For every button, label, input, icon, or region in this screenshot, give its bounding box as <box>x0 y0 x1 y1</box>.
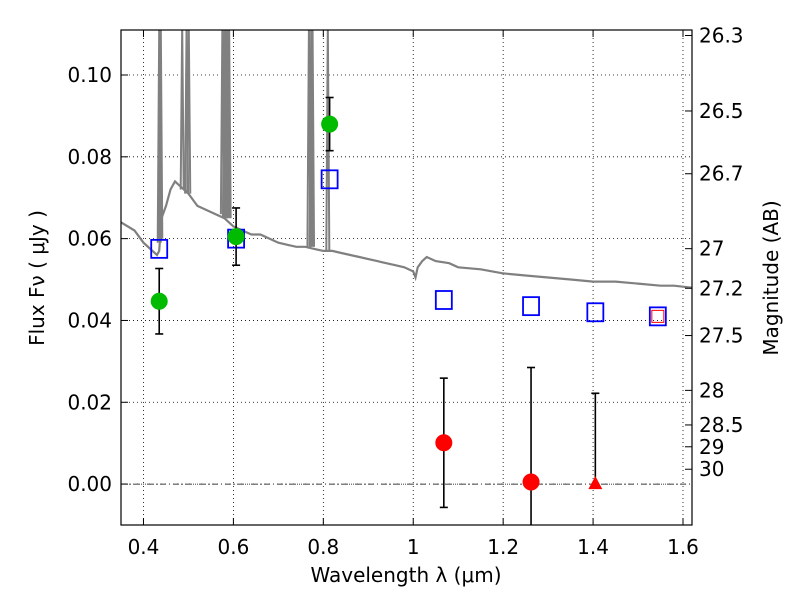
model-photometry-square <box>522 296 540 317</box>
right-tick-label: 27.2 <box>699 276 744 300</box>
model-photometry-square <box>320 169 339 190</box>
plot-area <box>121 30 692 525</box>
model-spectrum-line <box>121 179 692 289</box>
right-tick-label: 26.3 <box>699 24 744 48</box>
detection-point <box>150 292 168 310</box>
y-tick-label: 0.06 <box>67 227 112 251</box>
model-photometry-square <box>586 302 605 323</box>
plot-frame <box>120 29 693 526</box>
x-tick-labels: 0.4 0.6 0.8 1 1.2 1.4 1.6 <box>128 535 699 559</box>
right-tick-label: 27.5 <box>699 324 744 348</box>
x-tick-label: 1.2 <box>487 535 519 559</box>
y-axis-title: Flux Fν ( μJy ) <box>25 210 49 346</box>
emission-line-spike <box>186 30 192 194</box>
y-tick-label: 0.08 <box>67 145 112 169</box>
x-tick-label: 1.6 <box>667 535 699 559</box>
grid-lines <box>121 30 692 525</box>
emission-line-spike <box>310 30 316 247</box>
right-tick-label: 30 <box>699 457 724 481</box>
axis-ticks <box>121 30 692 525</box>
x-tick-label: 0.6 <box>217 535 249 559</box>
small-red-square <box>651 309 665 323</box>
x-tick-label: 0.8 <box>307 535 339 559</box>
model-photometry-square <box>434 290 453 310</box>
emission-line-spike <box>325 30 331 251</box>
right-tick-label: 26.7 <box>699 162 744 186</box>
detection-point <box>227 228 245 246</box>
y-tick-label: 0.00 <box>67 472 112 496</box>
model-photometry-square <box>648 306 667 327</box>
emission-line-spike <box>158 30 164 239</box>
y-tick-labels: 0.00 0.02 0.04 0.06 0.08 0.10 <box>67 63 112 496</box>
right-tick-label: 28 <box>699 378 724 402</box>
emission-line-spike <box>179 30 185 190</box>
x-tick-label: 1 <box>407 535 420 559</box>
x-tick-label: 1.4 <box>577 535 609 559</box>
non-detection-point <box>435 434 453 452</box>
right-tick-label: 28.5 <box>699 413 744 437</box>
right-tick-label: 27 <box>699 237 724 261</box>
x-tick-label: 0.4 <box>128 535 160 559</box>
right-axis-title: Magnitude (AB) <box>759 200 783 355</box>
non-detection-point <box>522 473 540 491</box>
right-tick-label: 29 <box>699 435 724 459</box>
y-tick-label: 0.02 <box>67 390 112 414</box>
emission-line-spike <box>226 30 232 219</box>
model-photometry-square <box>150 238 169 259</box>
y-tick-label: 0.04 <box>67 308 112 332</box>
detection-point <box>321 115 339 133</box>
upper-limit-triangle <box>588 476 603 490</box>
x-axis-title: Wavelength λ (μm) <box>310 563 501 587</box>
y-tick-label: 0.10 <box>67 63 112 87</box>
right-tick-label: 26.5 <box>699 99 744 123</box>
